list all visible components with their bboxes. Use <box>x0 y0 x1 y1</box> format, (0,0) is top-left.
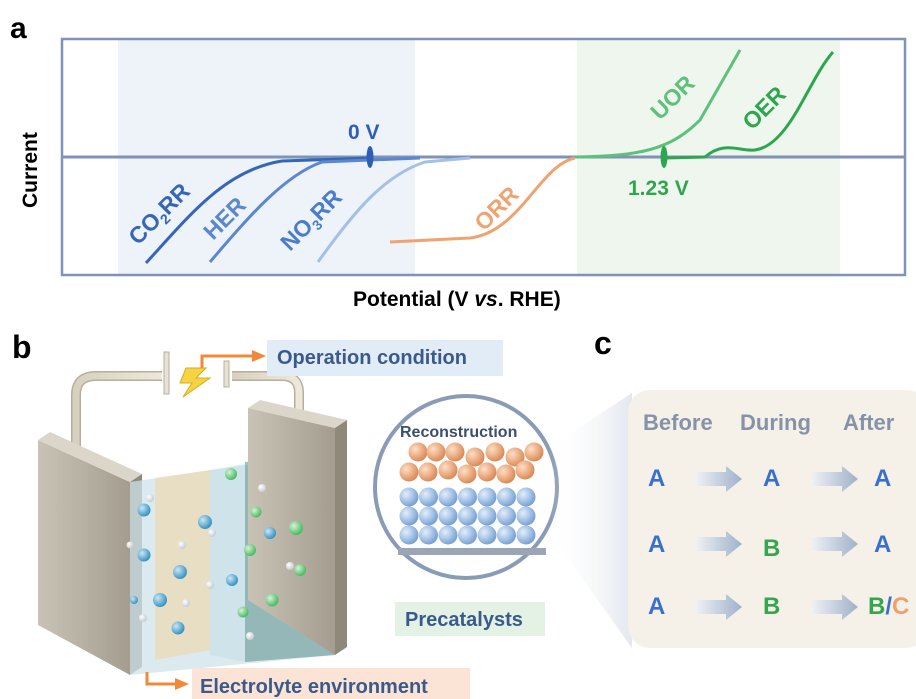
precatalyst-atom <box>419 506 438 526</box>
reconstructed-atom <box>418 462 438 482</box>
precatalyst-atom <box>516 525 536 545</box>
water-particles <box>126 484 294 640</box>
oer-potential-label: 1.23 V <box>628 177 689 200</box>
arrow-icon <box>696 466 742 492</box>
row2-after: A <box>874 531 891 558</box>
row1-after: A <box>874 465 891 492</box>
oer-potential-tick <box>660 146 668 168</box>
electrolyte-environment-label: Electrolyte environment <box>200 676 428 698</box>
precatalysts-label: Precatalysts <box>405 609 523 631</box>
reconstructed-atom <box>438 460 458 480</box>
co2rr-curve <box>144 156 373 265</box>
reconstructed-atom <box>485 442 505 462</box>
electrode-wires <box>71 351 304 452</box>
zero-volt-label: 0 V <box>348 121 380 144</box>
header-before: Before <box>643 410 713 435</box>
panel-a-letter: a <box>10 12 27 45</box>
electrolyte-environment-callout: Electrolyte environment <box>145 668 470 699</box>
uor-curve <box>574 49 742 159</box>
panel-a: a 0 V 1.23 V CO2RR HER NO3RR ORR UOR OER… <box>10 12 907 311</box>
arrow-icon <box>812 594 858 620</box>
cation-particles <box>130 503 276 635</box>
precatalyst-atom <box>477 506 497 526</box>
precatalyst-atom <box>458 487 477 507</box>
anion-particles <box>225 468 306 618</box>
electrolyte-arrow-icon <box>145 672 175 686</box>
zoom-cone <box>548 393 632 648</box>
header-during: During <box>740 410 811 435</box>
panel-c: c Before During After A A A A B A A B B/… <box>548 325 916 648</box>
panel-c-letter: c <box>594 325 612 361</box>
precatalyst-atom <box>438 506 458 526</box>
precatalyst-atom <box>438 487 458 507</box>
reconstructed-atom <box>505 447 525 467</box>
operation-condition-callout: Operation condition <box>200 340 503 376</box>
her-curve <box>208 156 421 263</box>
arrow-icon <box>812 531 858 557</box>
header-after: After <box>843 410 895 435</box>
precatalyst-atom <box>516 487 536 507</box>
precatalyst-atom <box>477 487 497 507</box>
row2-before: A <box>648 531 665 558</box>
precatalyst-atom <box>419 487 438 507</box>
precatalyst-atom <box>399 487 419 507</box>
oer-curve <box>664 51 835 160</box>
precatalyst-atom <box>497 506 516 526</box>
precatalyst-atom <box>419 525 438 545</box>
operation-arrow-icon <box>200 354 252 368</box>
reconstructed-atom <box>408 442 428 462</box>
panel-b: b <box>12 329 559 699</box>
reconstruction-label: Reconstruction <box>400 424 517 441</box>
precatalyst-atom <box>497 525 516 545</box>
y-axis-label: Current <box>19 132 42 208</box>
precatalyst-atom <box>497 487 516 507</box>
row3-during: B <box>763 593 780 620</box>
lightning-bolt-icon <box>179 367 212 398</box>
reconstructed-atom <box>465 447 485 467</box>
arrow-icon <box>696 531 742 557</box>
phase-table-card <box>628 390 916 648</box>
operation-condition-label: Operation condition <box>277 347 467 369</box>
reconstructed-atom <box>515 460 535 480</box>
precatalyst-atom <box>458 506 477 526</box>
reconstruction-magnifier: Reconstruction <box>373 394 559 580</box>
precatalyst-atom <box>399 525 419 545</box>
orr-curve <box>389 156 576 244</box>
row2-during: B <box>763 535 780 562</box>
reconstructed-atom <box>457 464 477 484</box>
reconstructed-atom <box>445 442 465 462</box>
precatalyst-atom <box>477 525 497 545</box>
precatalyst-atom <box>458 525 477 545</box>
precatalyst-atom <box>516 506 536 526</box>
zero-volt-tick <box>366 146 374 168</box>
no3rr-curve <box>316 156 471 263</box>
panel-b-letter: b <box>12 329 32 365</box>
arrow-icon <box>696 594 742 620</box>
row1-during: A <box>763 465 780 492</box>
reconstructed-atom <box>399 462 419 482</box>
x-axis-label: Potential (V vs. RHE) <box>353 288 561 311</box>
substrate-bar <box>398 548 546 555</box>
electrolysis-cell <box>38 400 347 675</box>
atom-lattice <box>399 442 544 545</box>
reconstructed-atom <box>524 442 544 462</box>
reconstructed-atom <box>496 464 516 484</box>
precatalyst-atom <box>438 525 458 545</box>
precatalyst-atom <box>399 506 419 526</box>
arrow-icon <box>812 466 858 492</box>
reconstructed-atom <box>426 442 446 462</box>
row3-before: A <box>648 593 665 620</box>
reconstructed-atom <box>477 462 497 482</box>
row1-before: A <box>648 465 665 492</box>
row3-after: B/C <box>868 593 909 620</box>
